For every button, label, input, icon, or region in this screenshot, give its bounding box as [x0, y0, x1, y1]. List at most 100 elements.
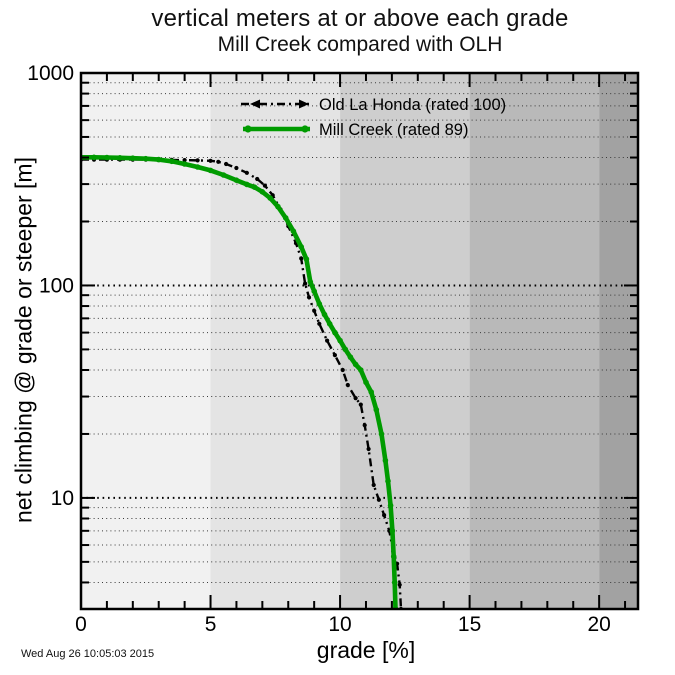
- x-axis-title: grade [%]: [316, 637, 416, 663]
- olh-marker-icon: [376, 497, 381, 502]
- axis-ticks: [80, 72, 638, 609]
- grade-band: [81, 73, 211, 609]
- olh-marker-icon: [234, 165, 239, 171]
- mill-creek-marker-icon: [117, 155, 123, 161]
- mill-creek-marker-icon: [368, 389, 375, 395]
- mill-creek-marker-icon: [130, 155, 136, 161]
- mill-creek-marker-icon: [326, 321, 333, 327]
- mill-creek-marker-icon: [358, 367, 364, 373]
- data-series: [81, 154, 404, 609]
- olh-marker-icon: [303, 281, 308, 286]
- grade-band: [599, 73, 638, 609]
- mill-creek-marker-icon: [168, 158, 175, 165]
- mill-creek-marker-icon: [385, 478, 391, 484]
- grade-band: [210, 73, 341, 609]
- mill-creek-marker-icon: [181, 161, 188, 167]
- y-axis-title: net climbing @ grade or steeper [m]: [10, 157, 37, 523]
- olh-marker-icon: [195, 158, 200, 163]
- olh-marker-icon: [358, 402, 363, 407]
- chart-subtitle: Mill Creek compared with OLH: [217, 33, 503, 56]
- grade-band: [340, 73, 470, 609]
- mill-creek-marker-icon: [337, 337, 343, 344]
- olh-marker-icon: [345, 382, 350, 388]
- legend-entry-mill-creek: Mill Creek (rated 89): [243, 121, 468, 139]
- mill-creek-marker-icon: [332, 329, 338, 336]
- mill-creek-marker-icon: [389, 528, 396, 534]
- mill-creek-marker-icon: [220, 172, 227, 178]
- olh-marker-icon: [182, 158, 187, 163]
- mill-creek-marker-icon: [244, 181, 250, 188]
- olh-marker-icon: [366, 446, 371, 452]
- plot-timestamp: Wed Aug 26 10:05:03 2015: [21, 648, 155, 660]
- mill-creek-marker-icon: [378, 431, 385, 437]
- mill-creek-marker-icon: [275, 203, 281, 210]
- mill-creek-marker-icon: [155, 156, 162, 163]
- mill-creek-marker-icon: [373, 406, 380, 413]
- olh-marker-icon: [397, 582, 402, 587]
- x-tick-label: 20: [587, 613, 610, 636]
- gridlines: [81, 82, 638, 583]
- mill-creek-marker-icon: [316, 301, 323, 307]
- mill-creek-marker-icon: [267, 195, 273, 201]
- mill-creek-marker-icon: [298, 244, 305, 250]
- grade-bands: [81, 73, 638, 609]
- mill-creek-marker-icon: [251, 184, 258, 190]
- plot-frame: [79, 71, 640, 611]
- olh-marker-icon: [312, 308, 317, 313]
- mill-creek-marker-icon: [321, 311, 328, 318]
- mill-creek-marker-icon: [282, 215, 289, 221]
- chart-title: vertical meters at or above each grade: [151, 5, 569, 32]
- mill-creek-marker-icon: [391, 579, 398, 586]
- x-tick-label: 15: [458, 613, 481, 636]
- olh-marker-icon: [353, 396, 358, 401]
- mill-creek-marker-icon: [342, 346, 349, 353]
- legend-olh-label: Old La Honda (rated 100): [319, 96, 506, 114]
- olh-marker-icon: [216, 159, 221, 164]
- olh-marker-icon: [306, 295, 312, 300]
- olh-marker-icon: [208, 158, 213, 163]
- mill-creek-marker-icon: [143, 155, 149, 162]
- mill-creek-marker-icon: [104, 154, 110, 161]
- mill-creek-marker-icon: [307, 279, 314, 285]
- olh-marker-icon: [244, 170, 249, 175]
- olh-marker-icon: [332, 353, 337, 358]
- olh-marker-icon: [325, 338, 330, 343]
- legend-olh-right-arrow-icon: [299, 99, 309, 109]
- mill-creek-marker-icon: [390, 553, 397, 560]
- mill-creek-marker-icon: [363, 379, 369, 386]
- mill-creek-marker-icon: [303, 256, 310, 262]
- mill-creek-marker-icon: [207, 167, 214, 174]
- y-tick-label: 10: [51, 487, 74, 510]
- legend-olh-left-arrow-icon: [250, 99, 260, 109]
- grade-band: [469, 73, 600, 609]
- legend-mill-creek-marker-icon: [244, 125, 252, 133]
- mill-creek-marker-icon: [259, 189, 266, 195]
- olh-marker-icon: [262, 183, 267, 188]
- olh-marker-icon: [317, 321, 322, 326]
- x-tick-label: 10: [328, 613, 351, 636]
- olh-curve: [81, 158, 403, 609]
- frame-border: [79, 71, 640, 611]
- olh-marker-icon: [371, 482, 376, 488]
- mill-creek-marker-icon: [233, 177, 240, 183]
- x-tick-label: 5: [205, 613, 217, 636]
- mill-creek-marker-icon: [387, 502, 394, 509]
- olh-marker-icon: [224, 161, 229, 167]
- mill-creek-marker-icon: [194, 164, 201, 170]
- legend: Old La Honda (rated 100) Mill Creek (rat…: [241, 96, 506, 139]
- x-tick-label: 0: [75, 613, 87, 636]
- olh-marker-icon: [299, 256, 304, 261]
- mill-creek-marker-icon: [311, 288, 318, 295]
- olh-marker-icon: [340, 367, 345, 373]
- legend-entry-olh: Old La Honda (rated 100): [241, 96, 506, 114]
- mill-creek-marker-icon: [290, 228, 297, 234]
- mill-creek-marker-icon: [91, 154, 97, 161]
- olh-marker-icon: [255, 176, 260, 182]
- legend-mill-creek-label: Mill Creek (rated 89): [319, 121, 468, 139]
- y-tick-label: 1000: [27, 62, 74, 85]
- axis-tick-labels: 0 5 10 15 20 1000 100 10: [27, 62, 611, 636]
- y-tick-label: 100: [39, 274, 74, 297]
- olh-marker-icon: [382, 513, 387, 518]
